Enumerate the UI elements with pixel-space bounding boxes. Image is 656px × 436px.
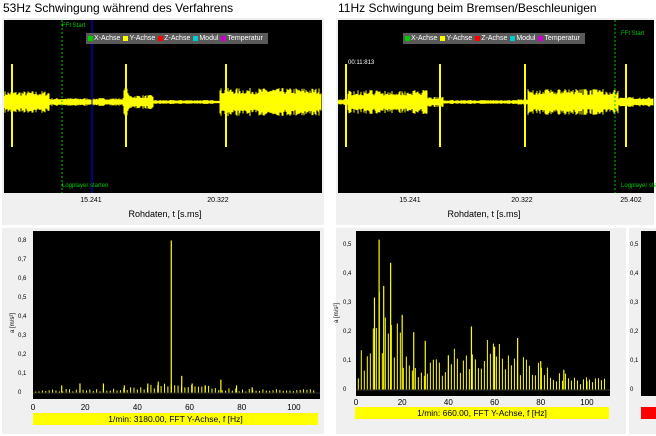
right-chart-title: 11Hz Schwingung beim Bremsen/Beschleunig…	[338, 1, 597, 15]
right-timestamp: 00:11:813	[348, 60, 375, 66]
temperatur-swatch	[538, 36, 544, 41]
legend-item-z[interactable]: Z-Achse	[158, 35, 190, 42]
left-time-tick-1: 20.322	[207, 197, 229, 204]
left-fft-xtick-2: 40	[132, 403, 142, 412]
left-fft-caption: 1/min: 3180.00, FFT Y-Achse, f [Hz]	[33, 413, 318, 425]
right-fft-ytick-5: 0,5	[343, 242, 352, 249]
right-fft-caption: 1/min: 660.00, FFT Y-Achse, f [Hz]	[355, 407, 609, 419]
left-fft-start-label: FFt Start	[62, 23, 86, 29]
legend-item-temp[interactable]: Temperatur	[538, 35, 580, 42]
right-fft-ytick-4: 0,4	[343, 271, 352, 278]
right-fft-ytick-0: 0	[343, 387, 347, 393]
right-time-axis-label: Rohdaten, t [s.ms]	[447, 209, 521, 219]
right-fft-start-label: FFt Start	[621, 31, 645, 37]
left-fft-ytick-8: 0,8	[18, 237, 27, 244]
left-fft-svg	[33, 240, 320, 394]
left-fft-xtick-1: 20	[80, 403, 90, 412]
third-fft-ytick-0: 0	[630, 387, 634, 393]
left-logplayer-label[interactable]: Logplayer starten	[62, 183, 109, 189]
right-fft-xtick-4: 80	[536, 398, 546, 407]
right-time-tick-1: 20.322	[511, 197, 533, 204]
right-legend: X-Achse Y-Achse Z-Achse Modul Temperatur	[403, 33, 585, 44]
left-time-plot[interactable]: X-Achse Y-Achse Z-Achse Modul Temperatur…	[4, 20, 322, 193]
z-axis-swatch	[158, 36, 164, 41]
left-fft-ytick-0: 0	[18, 390, 22, 396]
legend-label-z: Z-Achse	[164, 35, 191, 42]
legend-label-x: X-Achse	[94, 35, 121, 42]
left-fft-ytick-3: 0,3	[18, 332, 27, 339]
legend-label-y: Y-Achse	[129, 35, 156, 42]
third-fft-ytick-1: 0,1	[630, 358, 639, 365]
legend-label-y: Y-Achse	[446, 35, 473, 42]
left-fft-ytick-4: 0,4	[18, 313, 27, 320]
third-fft-caption-partial	[641, 407, 656, 419]
right-fft-svg	[356, 239, 610, 391]
right-time-tick-2: 25.402	[620, 197, 642, 204]
right-fft-xtick-3: 60	[490, 398, 499, 407]
legend-item-x[interactable]: X-Achse	[405, 35, 437, 42]
y-axis-swatch	[440, 36, 446, 41]
legend-item-temp[interactable]: Temperatur	[221, 35, 263, 42]
left-fft-xtick-3: 60	[185, 403, 194, 412]
x-axis-swatch	[88, 36, 93, 41]
right-fft-ylabel: a [m/s²]	[334, 303, 340, 324]
right-fft-xtick-2: 40	[443, 398, 453, 407]
modul-swatch	[193, 36, 199, 41]
right-fft-xtick-5: 100	[580, 398, 594, 407]
left-time-axis-label: Rohdaten, t [s.ms]	[128, 209, 202, 219]
modul-swatch	[510, 36, 516, 41]
legend-item-modul[interactable]: Modul	[193, 35, 218, 42]
right-fft-ytick-1: 0,1	[343, 358, 352, 365]
right-logplayer-label[interactable]: Logplayer starten	[621, 183, 656, 189]
left-fft-plot[interactable]	[33, 231, 320, 399]
left-time-signal-svg	[4, 20, 322, 193]
legend-item-z[interactable]: Z-Achse	[475, 35, 507, 42]
legend-label-z: Z-Achse	[481, 35, 508, 42]
right-fft-ytick-3: 0,3	[343, 300, 352, 307]
third-fft-ytick-5: 0,5	[630, 242, 639, 249]
left-fft-xtick-0: 0	[30, 403, 36, 412]
x-axis-swatch	[405, 36, 410, 41]
legend-label-temp: Temperatur	[227, 35, 263, 42]
legend-item-y[interactable]: Y-Achse	[440, 35, 472, 42]
left-legend: X-Achse Y-Achse Z-Achse Modul Temperatur	[86, 33, 268, 44]
third-fft-ytick-4: 0,4	[630, 271, 639, 278]
legend-label-x: X-Achse	[411, 35, 438, 42]
right-fft-xtick-1: 20	[397, 398, 407, 407]
right-time-plot[interactable]: X-Achse Y-Achse Z-Achse Modul Temperatur…	[338, 20, 656, 193]
y-axis-swatch	[123, 36, 129, 41]
temperatur-swatch	[221, 36, 227, 41]
right-fft-xtick-0: 0	[353, 398, 359, 407]
left-fft-ytick-1: 0,1	[18, 370, 27, 377]
left-fft-ytick-5: 0,5	[18, 294, 27, 301]
left-chart-title: 53Hz Schwingung während des Verfahrens	[3, 1, 234, 15]
right-fft-ytick-2: 0,2	[343, 329, 352, 336]
left-fft-ytick-7: 0,7	[18, 256, 27, 263]
third-fft-ytick-2: 0,2	[630, 329, 639, 336]
right-time-tick-0: 15.241	[399, 197, 421, 204]
right-time-signal-svg	[338, 20, 654, 193]
left-fft-xtick-5: 100	[287, 403, 301, 412]
left-fft-ylabel: a [m/s²]	[10, 313, 16, 334]
legend-label-modul: Modul	[516, 35, 536, 42]
legend-item-y[interactable]: Y-Achse	[123, 35, 155, 42]
left-time-tick-0: 15.241	[80, 197, 102, 204]
legend-item-modul[interactable]: Modul	[510, 35, 535, 42]
right-fft-plot[interactable]	[356, 231, 610, 396]
third-fft-plot-partial[interactable]	[641, 231, 656, 396]
legend-label-temp: Temperatur	[544, 35, 580, 42]
left-fft-xtick-4: 80	[237, 403, 247, 412]
z-axis-swatch	[475, 36, 481, 41]
legend-label-modul: Modul	[199, 35, 219, 42]
legend-item-x[interactable]: X-Achse	[88, 35, 120, 42]
third-fft-ytick-3: 0,3	[630, 300, 639, 307]
left-fft-ytick-6: 0,6	[18, 275, 27, 282]
left-fft-ytick-2: 0,2	[18, 351, 27, 358]
